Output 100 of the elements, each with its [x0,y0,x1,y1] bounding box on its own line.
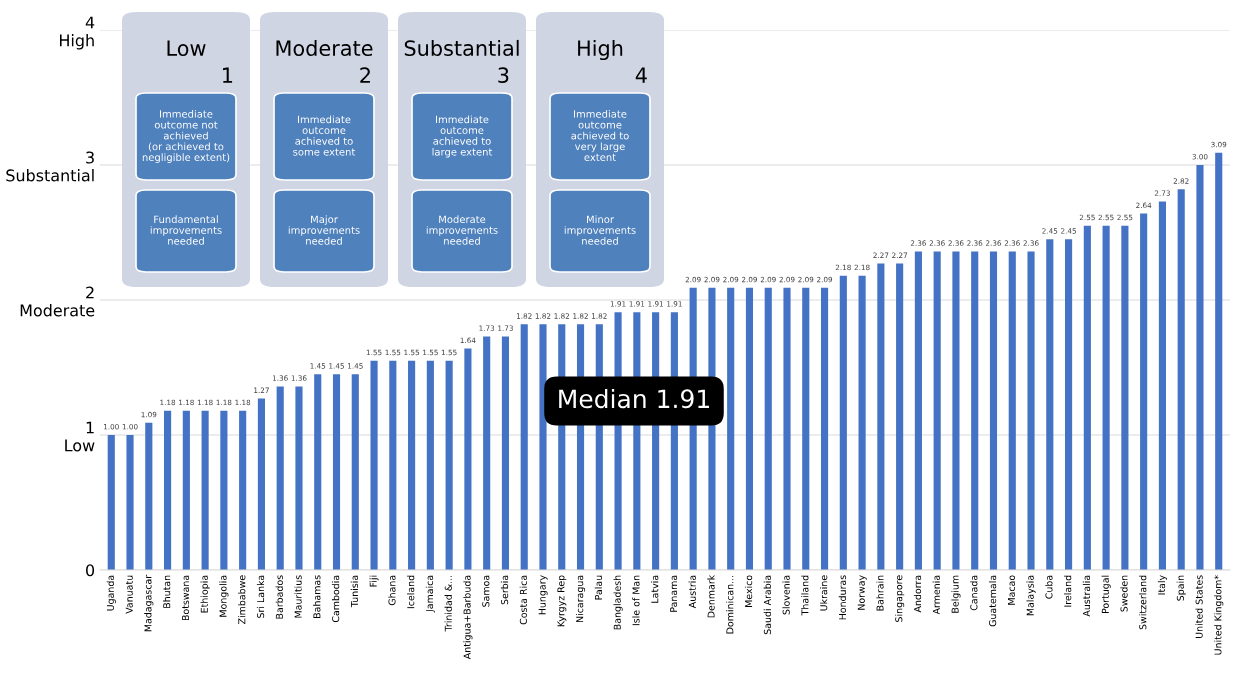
annotation: High [578,39,623,61]
x-tick-label: Mexico [744,575,753,607]
bar [520,324,528,570]
bar [332,374,341,570]
x-tick-label: Latvia [651,575,659,603]
annotation: Immediate outcome achieved to large extent [432,115,493,158]
x-tick-label: Kyrgyz Rep [557,575,567,627]
x-tick-label: Saudi Arabia [763,575,771,635]
x-tick-label: Antigua+Barbuda [463,575,473,660]
y-tick-label: 2 Moderate [20,286,95,317]
bar [971,251,979,570]
bar [145,422,153,570]
annotation: Major improvements needed [288,215,360,245]
bar [276,386,284,570]
x-tick-label: Mongolia [219,575,229,617]
bar [727,287,735,570]
annotation: Moderate improvements needed [426,215,498,245]
x-tick-label: Italy [1157,575,1167,595]
bar [257,398,265,570]
bar [1008,251,1016,570]
bar [164,410,172,570]
x-tick-label: Samoa [482,575,490,607]
annotation: Immediate outcome achieved to some extent [293,115,356,156]
bar [933,251,941,570]
x-tick-label: Iceland [407,575,415,609]
x-tick-label: Ethiopia [200,575,210,613]
y-tick-label: 0 [86,564,95,577]
x-tick-label: Thailand [801,575,809,616]
x-tick-label: Cuba [1045,575,1053,599]
bar [1083,225,1091,570]
bar [126,435,134,570]
x-tick-label: Bhutan [163,575,171,608]
x-tick-label: Dominican... [726,575,734,634]
bar [107,435,115,570]
y-tick-label: 1 Low [65,421,95,452]
annotation: Immediate outcome achieved to very large extent [571,110,629,162]
x-tick-label: Panama [670,575,678,612]
x-tick-label: Austria [688,575,696,609]
bar [445,360,453,570]
bar [745,287,754,570]
bar [1215,152,1223,570]
bar [1121,225,1129,570]
x-tick-label: Singapore [895,575,905,622]
x-tick-label: Ukraine [819,575,828,611]
bar [764,287,772,570]
bar [370,360,378,570]
bar [1140,213,1148,570]
x-tick-label: Nicaragua [575,575,586,623]
bar [1102,225,1110,570]
bar [989,251,998,570]
annotation: Substantial [404,39,519,57]
bar [1046,239,1054,570]
bar [914,251,922,570]
x-tick-label: Bangladesh [613,575,623,630]
bar [839,275,847,570]
x-tick-label: Sri Lanka [256,575,265,618]
x-tick-label: Zimbabwe [238,575,246,625]
bar [1065,239,1073,570]
x-tick-label: Fiji [369,575,379,587]
bar [201,410,209,570]
x-tick-label: Madagascar [144,574,154,632]
bar [858,275,866,570]
bar [877,263,885,570]
x-tick-label: Honduras [838,575,847,620]
x-tick-label: Portugal [1101,575,1111,614]
annotation: Moderate [276,39,373,57]
x-tick-label: Sweden [1120,575,1128,612]
y-tick-label: 3 Substantial [6,151,94,182]
annotation: 2 [360,67,370,83]
x-tick-label: Macao [1007,575,1015,605]
x-tick-label: Isle of Man [632,575,640,626]
x-tick-label: Hungary [538,575,548,615]
x-tick-label: Slovenia [782,575,790,615]
bar [802,287,810,570]
annotation: Immediate outcome not achieved (or achieved to negligible extent) [142,110,230,163]
bar [408,360,416,570]
annotation: Fundamental improvements needed [150,215,222,245]
annotation: 1 [223,67,233,83]
x-tick-label: Jamaica [425,575,435,613]
x-tick-label: Norway [857,575,867,610]
x-tick-label: United Kingdom* [1214,575,1224,655]
bar [896,263,904,570]
annotation: Minor improvements needed [564,215,636,245]
x-tick-label: Tunisia [350,575,359,608]
x-tick-label: Costa Rica [519,575,527,625]
bar [1158,201,1166,570]
x-tick-label: Denmark [707,574,715,618]
bar [314,374,322,570]
bar [783,287,791,570]
x-tick-label: Switzerland [1139,575,1147,630]
annotation: 3 [498,67,509,84]
x-tick-label: Palau [594,575,603,600]
x-tick-label: Belgium [951,575,961,613]
annotation: Median 1.91 [559,388,709,409]
x-tick-label: Canada [970,575,978,611]
x-tick-label: Spain [1176,575,1186,601]
x-tick-label: Guatemala [988,575,997,627]
bar [389,360,397,570]
bar [182,410,190,570]
bar [426,360,434,570]
